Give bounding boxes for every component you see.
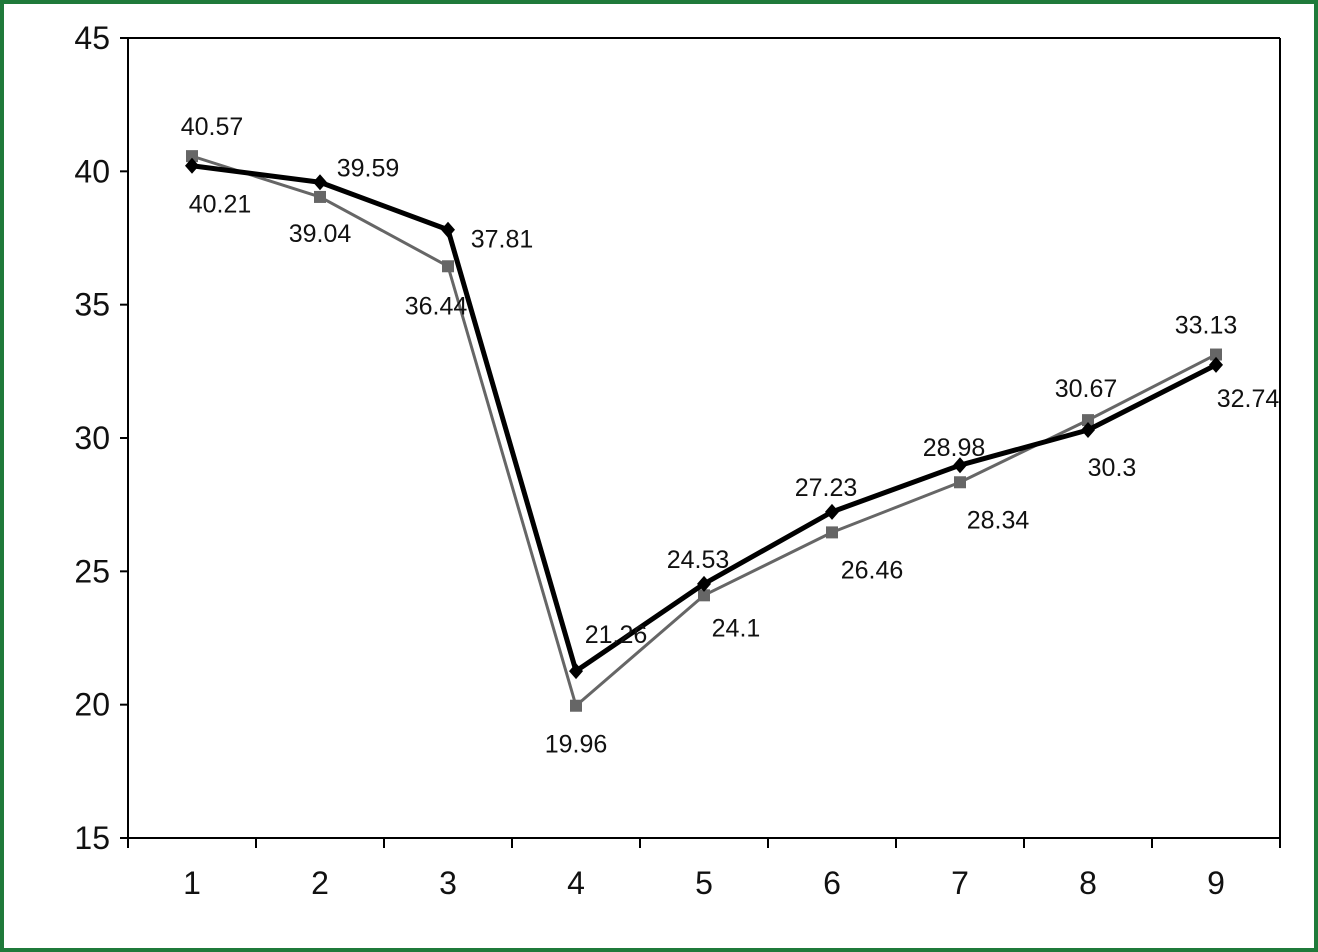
x-tick-label: 2 <box>311 865 329 901</box>
data-point-square <box>570 699 582 712</box>
data-label: 24.53 <box>667 546 730 574</box>
data-label: 30.3 <box>1088 454 1137 482</box>
data-label: 27.23 <box>795 474 858 502</box>
y-tick-label: 25 <box>74 553 110 589</box>
data-label: 40.21 <box>189 191 252 219</box>
data-label: 40.57 <box>181 113 244 141</box>
data-point-diamond <box>1081 422 1095 438</box>
data-point-diamond <box>185 157 199 174</box>
data-label: 37.81 <box>471 226 534 254</box>
x-tick-label: 9 <box>1207 865 1225 901</box>
data-label: 36.44 <box>405 292 468 320</box>
y-tick-label: 20 <box>74 687 110 723</box>
data-point-diamond <box>953 457 967 474</box>
data-label: 19.96 <box>545 731 608 759</box>
x-tick-label: 6 <box>823 865 841 901</box>
data-point-square <box>442 260 454 273</box>
data-point-square <box>698 589 710 602</box>
x-tick-label: 8 <box>1079 865 1097 901</box>
x-tick-label: 3 <box>439 865 457 901</box>
x-tick-label: 4 <box>567 865 585 901</box>
data-point-diamond <box>569 663 583 680</box>
y-tick-label: 35 <box>74 287 110 323</box>
series-layer <box>185 150 1223 712</box>
x-tick-label: 7 <box>951 865 969 901</box>
data-point-diamond <box>1209 356 1223 373</box>
data-point-square <box>1210 348 1222 361</box>
data-label: 24.1 <box>712 614 761 642</box>
data-label: 33.13 <box>1175 312 1238 340</box>
data-point-square <box>314 190 326 203</box>
data-labels: 40.57 39.04 36.44 19.96 24.1 26.46 28.34 30.67 3… <box>181 113 1280 759</box>
y-tick-label: 45 <box>74 20 110 56</box>
data-label: 39.04 <box>289 220 352 248</box>
data-point-diamond <box>441 221 455 238</box>
data-label: 32.74 <box>1217 385 1280 413</box>
data-point-square <box>954 476 966 489</box>
data-point-diamond <box>697 575 711 592</box>
data-label: 28.34 <box>967 506 1030 534</box>
data-label: 30.67 <box>1055 375 1118 403</box>
x-tick-label: 5 <box>695 865 713 901</box>
data-point-square <box>1082 414 1094 427</box>
y-tick-label: 15 <box>74 820 110 856</box>
x-tick-label: 1 <box>183 865 201 901</box>
data-label: 28.98 <box>923 434 986 462</box>
data-point-diamond <box>825 503 839 520</box>
data-label: 26.46 <box>841 556 904 584</box>
data-point-diamond <box>313 174 327 191</box>
data-point-square <box>186 150 198 163</box>
data-label: 39.59 <box>337 154 400 182</box>
y-tick-label: 30 <box>74 420 110 456</box>
data-label: 21.26 <box>585 621 648 649</box>
y-tick-label: 40 <box>74 153 110 189</box>
data-point-square <box>826 526 838 539</box>
